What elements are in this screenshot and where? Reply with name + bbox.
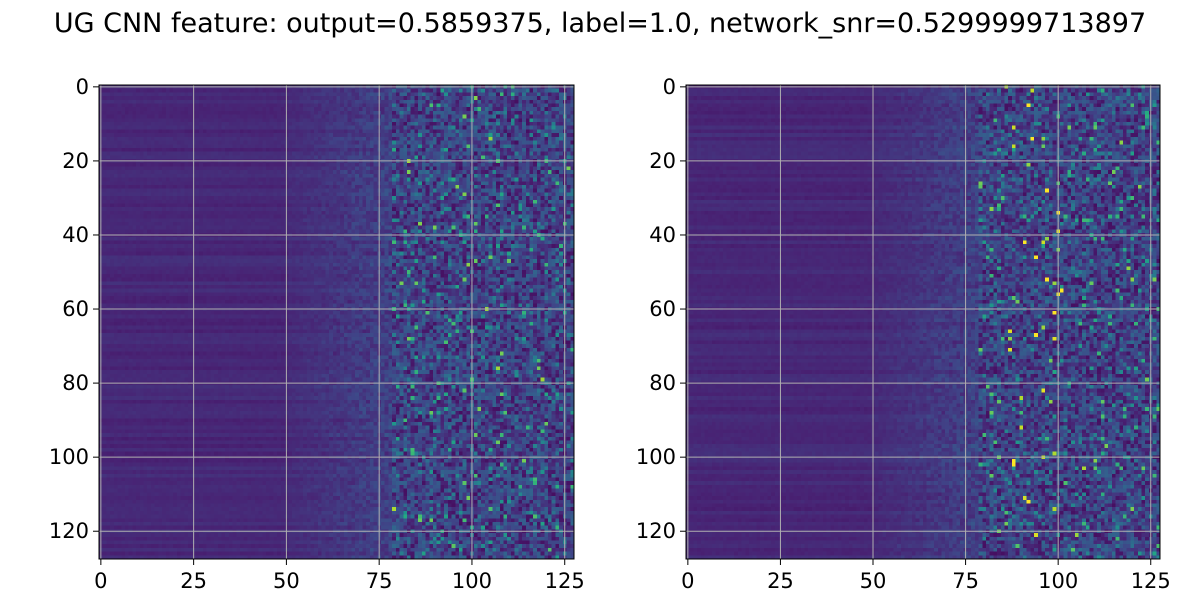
x-tick-label: 75 (366, 569, 393, 593)
y-tick-label: 0 (76, 75, 89, 99)
heatmap-panel-2: 0 25 50 75 100 125 0 20 40 60 80 100 120 (636, 75, 1171, 593)
y-tick-label: 60 (62, 297, 89, 321)
x-tick-label: 75 (952, 569, 979, 593)
x-tick-label: 50 (860, 569, 887, 593)
x-tick-label: 100 (1038, 569, 1078, 593)
x-tick-label: 125 (545, 569, 585, 593)
y-tick-label: 40 (649, 223, 676, 247)
plot-frame (685, 84, 1161, 560)
x-tick-label: 25 (767, 569, 794, 593)
y-tick-label: 0 (663, 75, 676, 99)
y-tick-label: 60 (649, 297, 676, 321)
x-tick-label: 125 (1131, 569, 1171, 593)
y-tick-label: 120 (636, 519, 676, 543)
y-tick-label: 80 (649, 371, 676, 395)
y-tick-label: 40 (62, 223, 89, 247)
plot-frame (98, 84, 575, 560)
y-tick-label: 100 (636, 445, 676, 469)
y-tick-label: 20 (649, 149, 676, 173)
x-tick-label: 0 (681, 569, 694, 593)
x-tick-label: 0 (94, 569, 107, 593)
heatmap-panel-1: 0 25 50 75 100 125 0 20 40 60 80 100 120 (49, 75, 585, 593)
figure-title: UG CNN feature: output=0.5859375, label=… (53, 8, 1147, 39)
y-tick-label: 120 (49, 519, 89, 543)
y-tick-label: 20 (62, 149, 89, 173)
x-tick-label: 50 (273, 569, 300, 593)
x-tick-label: 25 (180, 569, 207, 593)
y-tick-label: 100 (49, 445, 89, 469)
y-tick-label: 80 (62, 371, 89, 395)
heatmap-image (686, 85, 1160, 559)
x-tick-label: 100 (452, 569, 492, 593)
heatmap-image (99, 85, 574, 559)
